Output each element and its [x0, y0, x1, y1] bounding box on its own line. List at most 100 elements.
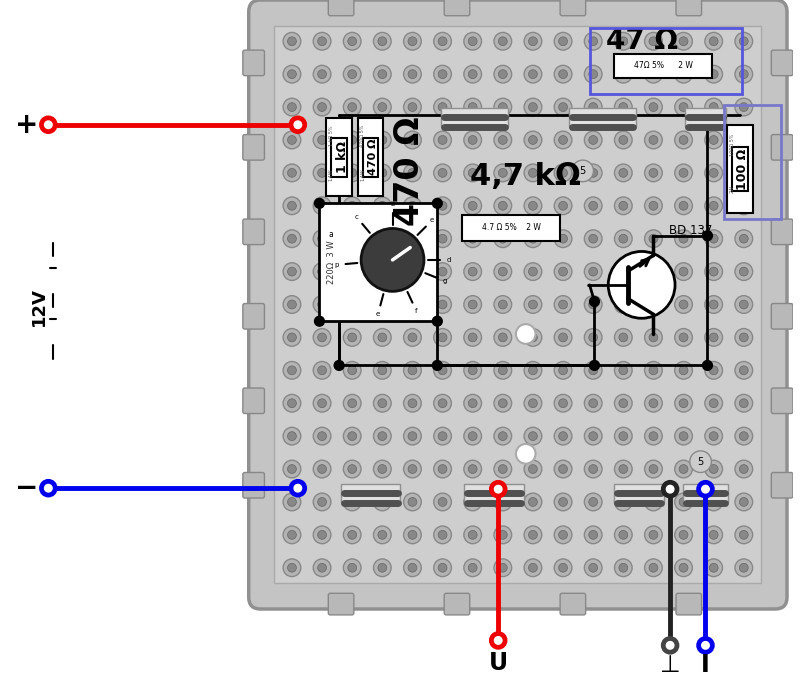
Circle shape: [438, 201, 447, 210]
Circle shape: [558, 234, 567, 243]
Circle shape: [735, 65, 753, 83]
Circle shape: [735, 395, 753, 412]
Circle shape: [649, 70, 658, 79]
Circle shape: [558, 333, 567, 342]
Text: e: e: [430, 217, 434, 223]
Circle shape: [343, 263, 361, 280]
Circle shape: [494, 559, 512, 577]
Circle shape: [287, 399, 296, 408]
Circle shape: [590, 297, 599, 307]
Circle shape: [408, 464, 417, 473]
Circle shape: [45, 121, 52, 129]
Circle shape: [645, 296, 662, 313]
Circle shape: [314, 427, 331, 445]
FancyBboxPatch shape: [243, 219, 265, 244]
Circle shape: [619, 333, 628, 342]
Circle shape: [516, 324, 535, 344]
Circle shape: [558, 267, 567, 276]
Circle shape: [408, 169, 417, 177]
Circle shape: [433, 198, 442, 209]
Circle shape: [584, 460, 602, 478]
Circle shape: [554, 32, 572, 50]
Circle shape: [378, 37, 386, 45]
Circle shape: [434, 526, 451, 544]
Circle shape: [283, 493, 301, 510]
Circle shape: [408, 267, 417, 276]
Circle shape: [674, 493, 692, 510]
Circle shape: [645, 526, 662, 544]
FancyBboxPatch shape: [771, 219, 793, 244]
Circle shape: [408, 498, 417, 506]
Circle shape: [558, 135, 567, 144]
Circle shape: [318, 169, 326, 177]
Circle shape: [45, 485, 52, 492]
Circle shape: [404, 164, 422, 181]
Text: I: I: [701, 653, 710, 677]
Circle shape: [619, 103, 628, 112]
Circle shape: [494, 296, 512, 313]
Circle shape: [378, 399, 386, 408]
Circle shape: [434, 362, 451, 379]
Circle shape: [468, 563, 477, 572]
Circle shape: [348, 300, 357, 309]
Circle shape: [314, 296, 331, 313]
Circle shape: [348, 399, 357, 408]
Circle shape: [343, 493, 361, 510]
Circle shape: [374, 559, 391, 577]
Circle shape: [464, 32, 482, 50]
Circle shape: [434, 395, 451, 412]
Circle shape: [524, 65, 542, 83]
Circle shape: [705, 559, 722, 577]
Circle shape: [348, 498, 357, 506]
Circle shape: [524, 197, 542, 215]
Circle shape: [438, 267, 447, 276]
Circle shape: [614, 328, 632, 346]
Circle shape: [404, 296, 422, 313]
Circle shape: [438, 498, 447, 506]
Circle shape: [378, 530, 386, 540]
Circle shape: [735, 427, 753, 445]
Circle shape: [705, 526, 722, 544]
Circle shape: [710, 530, 718, 540]
Circle shape: [558, 432, 567, 441]
Circle shape: [318, 498, 326, 506]
Circle shape: [318, 103, 326, 112]
Circle shape: [494, 197, 512, 215]
Bar: [686, 108, 726, 126]
Circle shape: [614, 395, 632, 412]
Circle shape: [710, 135, 718, 144]
Text: 47Ω 5%      2 W: 47Ω 5% 2 W: [634, 62, 693, 70]
Circle shape: [287, 234, 296, 243]
Circle shape: [468, 37, 477, 45]
Circle shape: [649, 300, 658, 309]
Circle shape: [374, 328, 391, 346]
Circle shape: [494, 65, 512, 83]
Circle shape: [739, 366, 748, 375]
Circle shape: [494, 636, 502, 645]
Circle shape: [524, 526, 542, 544]
Circle shape: [619, 432, 628, 441]
Circle shape: [529, 333, 538, 342]
Circle shape: [735, 296, 753, 313]
Text: e: e: [376, 311, 380, 317]
Circle shape: [649, 563, 658, 572]
Bar: [326, 118, 352, 196]
Circle shape: [404, 395, 422, 412]
Text: 100Ω 5%: 100Ω 5%: [730, 133, 734, 156]
Circle shape: [287, 530, 296, 540]
Text: 220Ω  3 W: 220Ω 3 W: [326, 240, 336, 284]
Circle shape: [739, 300, 748, 309]
Circle shape: [378, 70, 386, 79]
Circle shape: [649, 366, 658, 375]
Circle shape: [498, 464, 507, 473]
Circle shape: [705, 460, 722, 478]
Circle shape: [584, 427, 602, 445]
Circle shape: [498, 70, 507, 79]
Circle shape: [529, 135, 538, 144]
Circle shape: [705, 131, 722, 149]
Circle shape: [434, 263, 451, 280]
Circle shape: [490, 481, 506, 497]
Circle shape: [524, 559, 542, 577]
Circle shape: [679, 464, 688, 473]
Circle shape: [434, 98, 451, 116]
